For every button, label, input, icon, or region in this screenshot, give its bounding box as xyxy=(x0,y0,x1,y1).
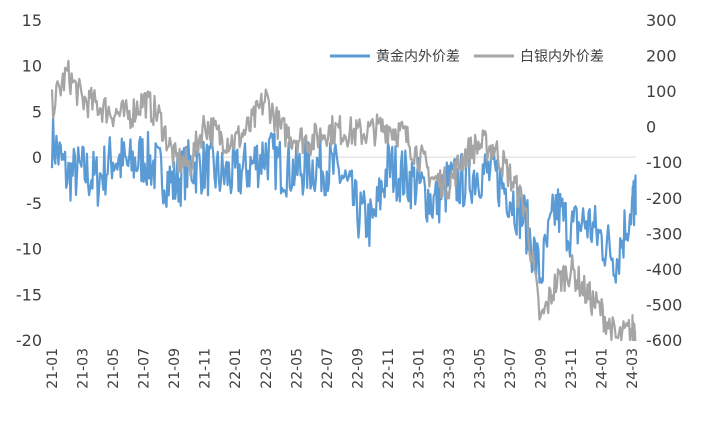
x-tick-label: 24-03 xyxy=(625,348,641,389)
right-y-tick-label: -500 xyxy=(646,295,682,314)
x-tick-label: 21-11 xyxy=(198,348,214,389)
legend-label-gold: 黄金内外价差 xyxy=(376,48,460,65)
x-tick-label: 22-05 xyxy=(289,348,305,389)
left-y-tick-label: 15 xyxy=(22,11,42,30)
legend: 黄金内外价差 白银内外价差 xyxy=(330,48,604,65)
right-y-tick-label: -400 xyxy=(646,260,682,279)
x-tick-label: 21-07 xyxy=(137,348,153,389)
left-y-tick-label: 10 xyxy=(22,57,42,76)
right-y-tick-label: -300 xyxy=(646,224,682,243)
right-y-tick-label: 300 xyxy=(646,11,677,30)
x-tick-label: 22-01 xyxy=(228,348,244,389)
x-tick-label: 22-03 xyxy=(259,348,275,389)
x-tick-label: 21-03 xyxy=(76,348,92,389)
x-tick-label: 22-09 xyxy=(350,348,366,389)
legend-label-silver: 白银内外价差 xyxy=(520,49,604,65)
x-tick-label: 23-01 xyxy=(411,348,427,389)
right-y-axis: 300 200 100 0 -100 -200 -300 -400 -500 -600 xyxy=(646,11,682,350)
x-axis: 21-01 21-03 21-05 21-07 21-09 21-11 22-01 22-03… xyxy=(45,348,641,389)
x-tick-label: 21-05 xyxy=(106,348,122,389)
right-y-tick-label: -200 xyxy=(646,189,682,208)
series-line-silver xyxy=(50,59,637,342)
right-y-tick-label: -100 xyxy=(646,153,682,172)
x-tick-label: 23-07 xyxy=(503,348,519,389)
left-y-tick-label: -10 xyxy=(16,240,42,259)
right-y-tick-label: -600 xyxy=(646,331,682,350)
right-y-tick-label: 100 xyxy=(646,82,677,101)
right-y-tick-label: 200 xyxy=(646,47,677,66)
x-tick-label: 22-07 xyxy=(320,348,336,389)
series-layer xyxy=(50,59,637,342)
left-y-tick-label: -15 xyxy=(16,285,42,304)
x-tick-label: 22-11 xyxy=(381,348,397,389)
x-tick-label: 23-09 xyxy=(534,348,550,389)
x-tick-label: 23-03 xyxy=(442,348,458,389)
x-tick-label: 21-09 xyxy=(167,348,183,389)
left-y-axis: 15 10 5 0 -5 -10 -15 -20 xyxy=(16,11,42,350)
left-y-tick-label: 5 xyxy=(32,102,42,121)
right-y-tick-label: 0 xyxy=(646,118,656,137)
left-y-tick-label: 0 xyxy=(32,148,42,167)
left-y-tick-label: -20 xyxy=(16,331,42,350)
x-tick-label: 23-11 xyxy=(564,348,580,389)
x-tick-label: 21-01 xyxy=(45,348,61,389)
left-y-tick-label: -5 xyxy=(26,194,42,213)
series-line-gold xyxy=(50,115,637,284)
x-tick-label: 24-01 xyxy=(595,348,611,389)
x-tick-label: 23-05 xyxy=(473,348,489,389)
